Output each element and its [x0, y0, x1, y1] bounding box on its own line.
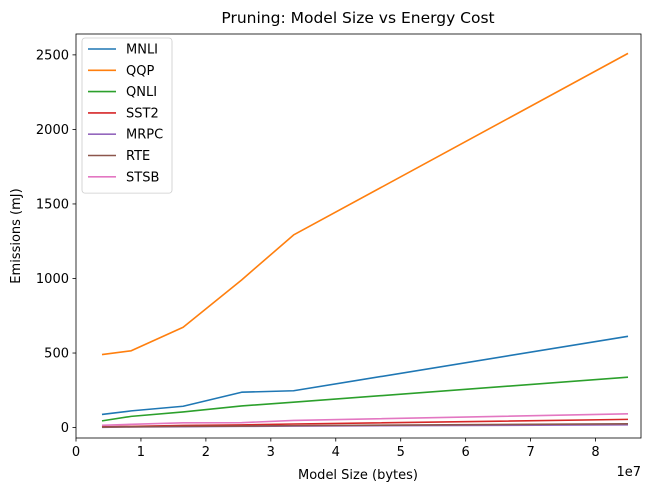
- y-tick-label: 1500: [36, 197, 69, 212]
- legend: MNLI QQP QNLI SST2 MRPC RTE STSB: [81, 37, 173, 194]
- x-tick-label: 5: [397, 445, 405, 460]
- y-tick-label: 0: [61, 421, 69, 436]
- x-offset-label: 1e7: [616, 465, 641, 480]
- x-tick-label: 2: [202, 445, 210, 460]
- series-line-stsb: [101, 413, 629, 427]
- x-tick-label: 7: [526, 445, 534, 460]
- x-tick-label: 8: [591, 445, 599, 460]
- y-tick-label: 500: [44, 347, 69, 362]
- plot-area: [75, 33, 642, 439]
- x-tick-label: 3: [267, 445, 275, 460]
- plot-frame: [75, 33, 642, 439]
- legend-label: SST2: [126, 106, 159, 121]
- series-line-mnli: [101, 335, 629, 416]
- legend-label: QNLI: [126, 85, 157, 100]
- legend-label: RTE: [126, 149, 150, 164]
- x-tick-label: 4: [332, 445, 340, 460]
- series-line-rte: [101, 423, 629, 428]
- legend-label: MRPC: [126, 128, 163, 143]
- legend-box: [81, 37, 173, 194]
- legend-label: QQP: [126, 64, 154, 79]
- y-axis: 0 500 1000 1500 2000 2500: [36, 48, 76, 436]
- series-line-qnli: [101, 376, 629, 422]
- y-tick-label: 2000: [36, 123, 69, 138]
- x-axis: 0 1 2 3 4 5 6 7 8: [72, 438, 600, 460]
- series-group: [101, 52, 629, 429]
- series-line-qqp: [101, 52, 629, 356]
- legend-label: MNLI: [126, 43, 158, 58]
- x-tick-label: 1: [137, 445, 145, 460]
- y-axis-label: Emissions (mJ): [9, 188, 24, 283]
- y-tick-label: 2500: [36, 48, 69, 63]
- x-tick-label: 0: [72, 445, 80, 460]
- chart-title: Pruning: Model Size vs Energy Cost: [221, 9, 494, 27]
- legend-label: STSB: [126, 170, 159, 185]
- y-tick-label: 1000: [36, 272, 69, 287]
- x-axis-label: Model Size (bytes): [298, 468, 418, 483]
- x-tick-label: 6: [462, 445, 470, 460]
